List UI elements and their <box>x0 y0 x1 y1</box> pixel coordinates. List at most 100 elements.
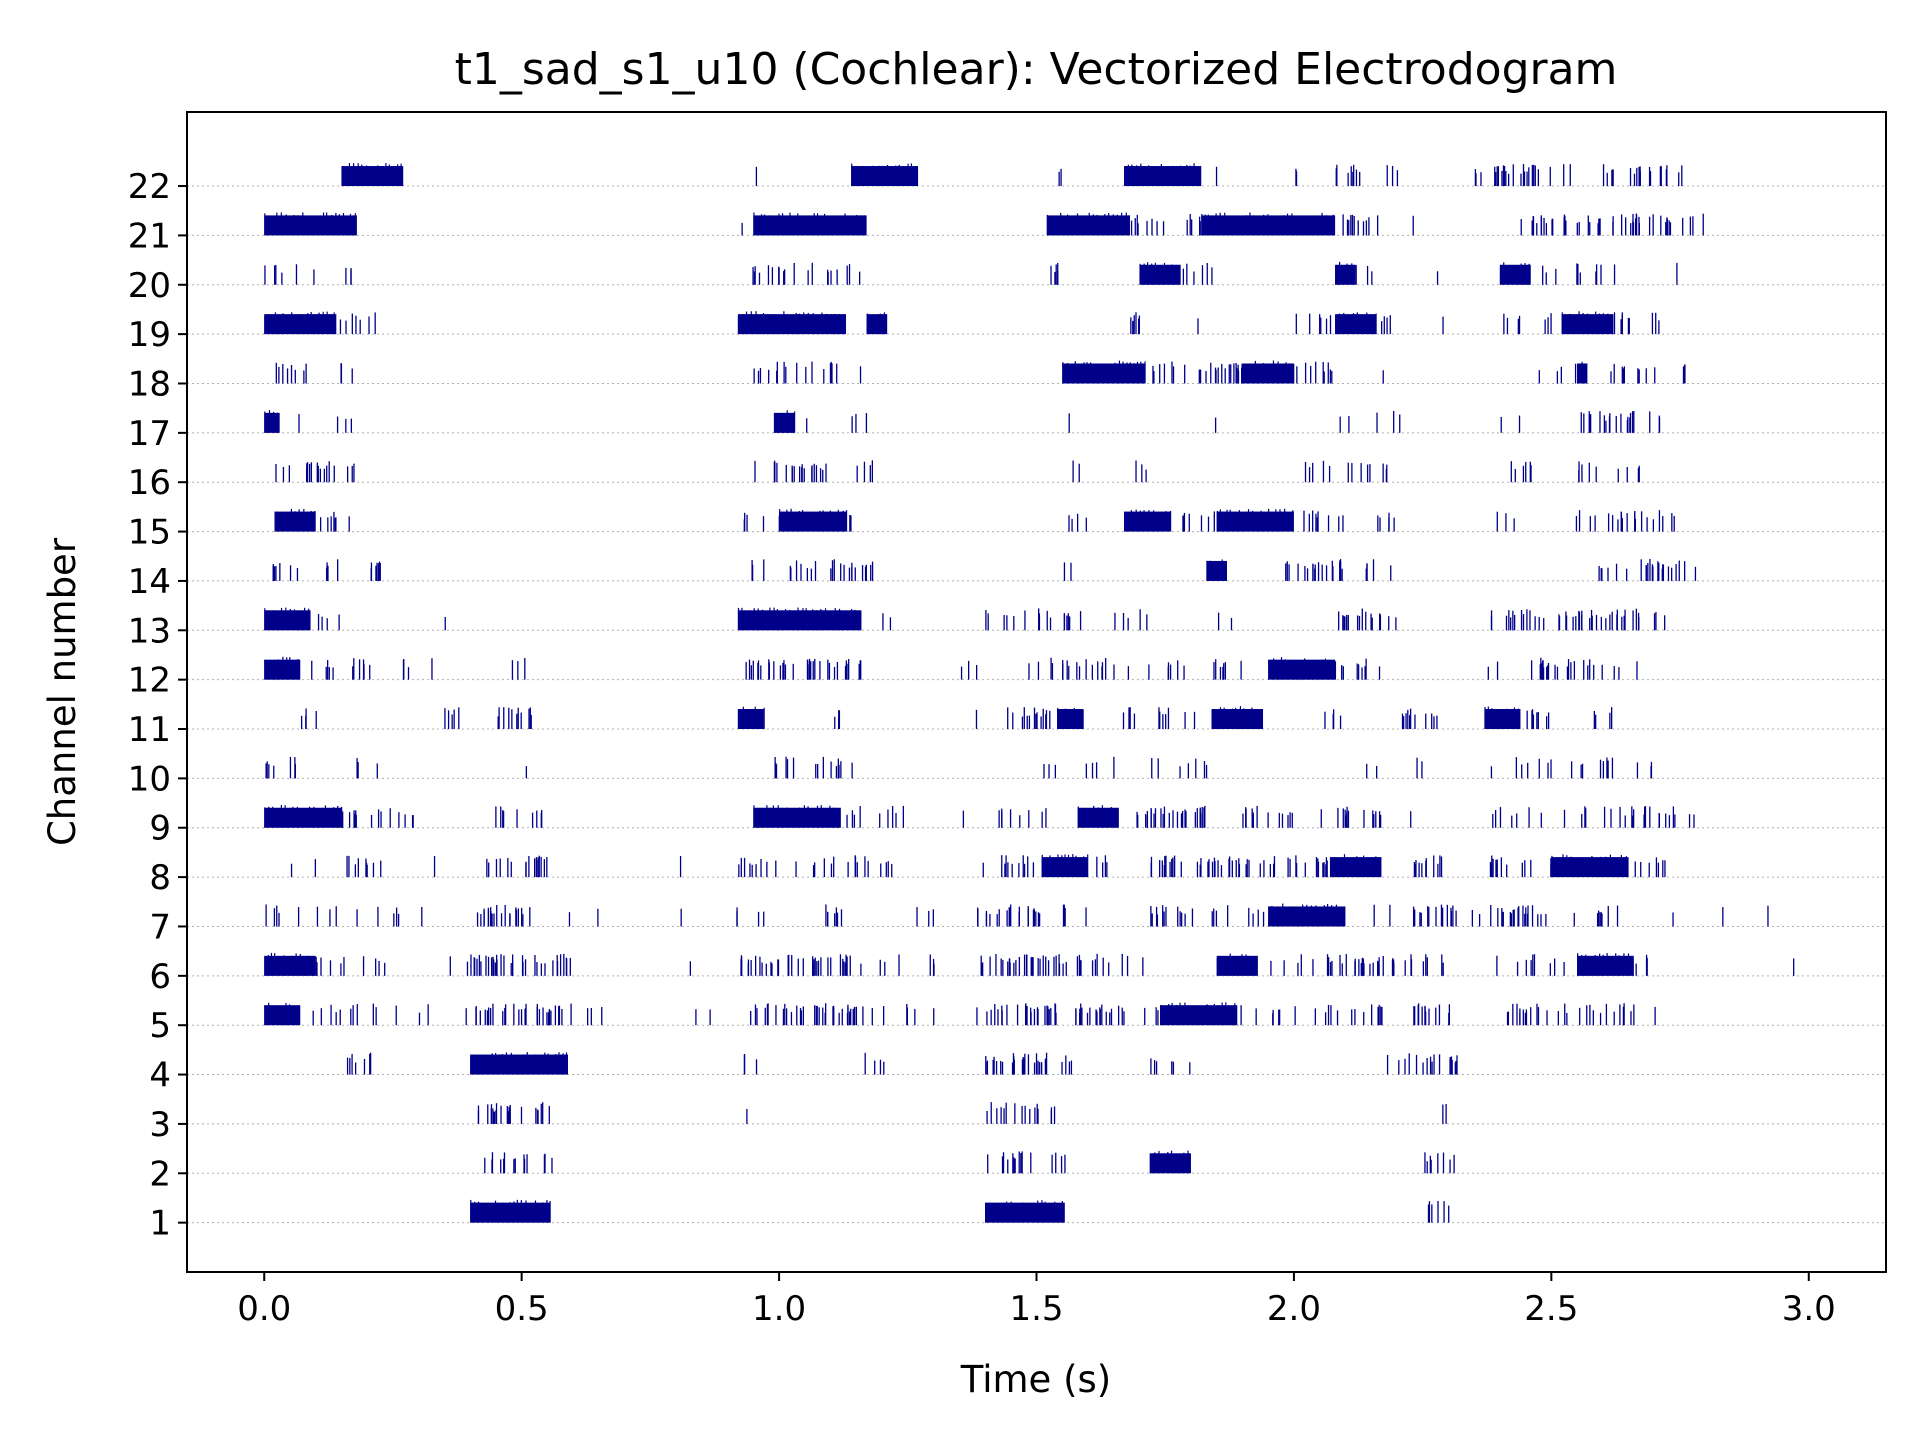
pulse-mark <box>831 363 833 384</box>
pulse-mark <box>537 857 539 878</box>
pulse-mark <box>1005 1102 1007 1124</box>
pulse-mark <box>1382 463 1384 483</box>
pulse-mark <box>1207 214 1209 236</box>
pulse-mark <box>883 1006 885 1026</box>
pulse-mark <box>1183 665 1185 680</box>
pulse-mark <box>1066 363 1069 384</box>
pulse-mark <box>968 660 970 680</box>
pulse-mark <box>856 465 858 483</box>
pulse-mark <box>810 568 813 581</box>
pulse-mark <box>1419 912 1421 927</box>
pulse-mark <box>1179 1002 1181 1026</box>
pulse-mark <box>1076 662 1078 680</box>
pulse-mark <box>1666 165 1668 187</box>
pulse-mark <box>1179 266 1181 285</box>
pulse-mark <box>498 707 500 730</box>
pulse-mark <box>689 961 692 976</box>
pulse-mark <box>1076 956 1079 976</box>
pulse-mark <box>1414 1006 1416 1026</box>
pulse-mark <box>846 956 848 976</box>
pulse-mark <box>1200 858 1202 878</box>
pulse-mark <box>1611 757 1614 779</box>
pulse-mark <box>1319 907 1322 927</box>
pulse-mark <box>1072 854 1074 878</box>
pulse-mark <box>1187 1006 1189 1026</box>
pulse-mark <box>753 805 755 828</box>
pulse-mark <box>296 806 298 828</box>
pulse-mark <box>1266 365 1268 384</box>
pulse-mark <box>1607 567 1609 581</box>
pulse-mark <box>525 1003 527 1026</box>
pulse-mark <box>1294 1006 1296 1026</box>
pulse-mark <box>1565 315 1567 335</box>
pulse-mark <box>750 708 752 730</box>
pulse-mark <box>1616 905 1619 927</box>
pulse-mark <box>268 1002 270 1026</box>
pulse-mark <box>542 1102 544 1124</box>
pulse-mark <box>1184 809 1186 828</box>
pulse-mark <box>756 1008 758 1026</box>
pulse-mark <box>1660 166 1662 187</box>
pulse-mark <box>1235 215 1237 236</box>
pulse-mark <box>1566 855 1568 878</box>
pulse-mark <box>1327 515 1330 532</box>
pulse-mark <box>1078 463 1080 483</box>
pulse-mark <box>763 559 765 581</box>
pulse-mark <box>502 810 504 828</box>
pulse-mark <box>846 663 848 680</box>
pulse-mark <box>318 216 320 236</box>
pulse-mark <box>1355 264 1357 285</box>
pulse-mark <box>449 956 451 976</box>
pulse-mark <box>524 1008 526 1026</box>
pulse-mark <box>491 1152 494 1174</box>
pulse-mark <box>1640 559 1642 581</box>
pulse-mark <box>1121 953 1123 976</box>
pulse-mark <box>1293 659 1295 680</box>
pulse-mark <box>1332 214 1334 236</box>
pulse-mark <box>1296 366 1298 384</box>
pulse-mark <box>351 368 353 384</box>
pulse-mark <box>1054 1004 1057 1026</box>
pulse-mark <box>1033 707 1036 730</box>
pulse-mark <box>392 166 394 187</box>
pulse-mark <box>1606 953 1608 976</box>
pulse-mark <box>1001 808 1003 828</box>
pulse-mark <box>528 855 530 878</box>
pulse-mark <box>891 806 894 828</box>
pulse-mark <box>1156 914 1159 927</box>
pulse-mark <box>495 1052 497 1075</box>
pulse-mark <box>1546 666 1548 680</box>
pulse-mark <box>990 1009 992 1026</box>
pulse-mark <box>542 1007 544 1026</box>
pulse-mark <box>1392 958 1394 976</box>
pulse-mark <box>493 1111 496 1124</box>
pulse-mark <box>1664 860 1666 878</box>
pulse-mark <box>268 764 270 779</box>
pulse-mark <box>1623 953 1625 976</box>
pulse-mark <box>1672 912 1674 927</box>
pulse-mark <box>278 366 280 384</box>
pulse-mark <box>1531 164 1534 187</box>
pulse-mark <box>407 667 410 680</box>
pulse-mark <box>1599 953 1601 976</box>
pulse-mark <box>1168 265 1170 285</box>
pulse-mark <box>1197 318 1199 335</box>
pulse-mark <box>531 812 534 828</box>
pulse-mark <box>339 1009 341 1026</box>
pulse-mark <box>1064 216 1066 236</box>
pulse-mark <box>820 215 823 236</box>
pulse-mark <box>1222 666 1224 680</box>
pulse-mark <box>1171 361 1173 384</box>
pulse-mark <box>1390 565 1392 581</box>
pulse-mark <box>1321 212 1323 236</box>
pulse-mark <box>1348 314 1350 335</box>
pulse-mark <box>368 316 370 335</box>
pulse-mark <box>1334 661 1337 680</box>
pulse-mark <box>1000 958 1002 976</box>
pulse-mark <box>1591 855 1593 878</box>
pulse-mark <box>484 1157 486 1174</box>
pulse-mark <box>1530 960 1532 976</box>
pulse-mark <box>1041 854 1043 878</box>
pulse-mark <box>1378 1004 1380 1026</box>
pulse-mark <box>1044 1005 1046 1026</box>
